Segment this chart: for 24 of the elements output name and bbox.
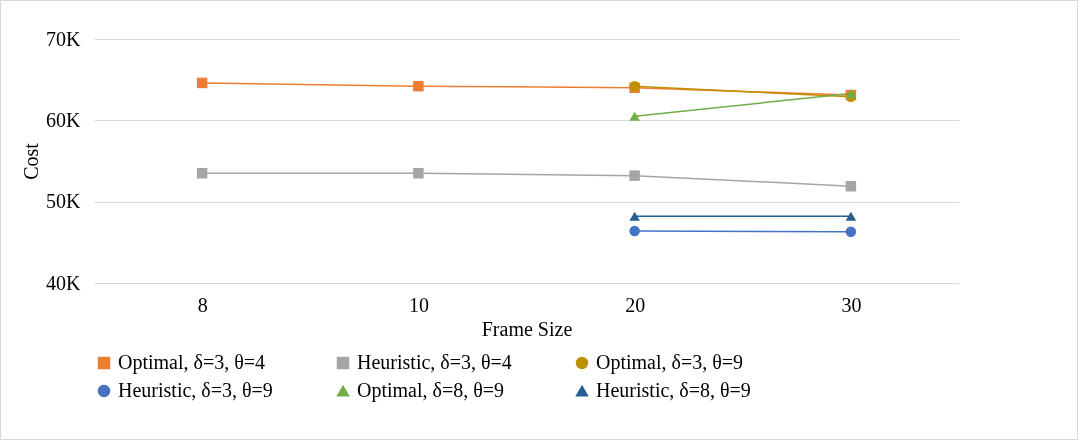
y-tick-label: 40K: [46, 271, 82, 294]
x-tick-label: 30: [841, 293, 862, 316]
legend-label: Heuristic, δ=3, θ=9: [118, 379, 273, 401]
point: [629, 170, 640, 181]
y-tick-label: 50K: [46, 190, 82, 213]
point: [845, 180, 857, 192]
y-tick-label: 60K: [46, 108, 82, 131]
point: [413, 80, 424, 92]
legend-label: Heuristic, δ=3, θ=4: [357, 351, 512, 373]
point: [196, 167, 208, 179]
legend-label: Heuristic, δ=8, θ=9: [596, 379, 751, 401]
y-tick-label: 70K: [46, 27, 82, 50]
point: [413, 167, 424, 179]
legend-label: Optimal, δ=8, θ=9: [357, 379, 505, 402]
legend-label: Optimal, δ=3, θ=9: [596, 351, 744, 374]
x-tick-label: 20: [625, 293, 646, 316]
x-axis-title: Frame Size: [481, 317, 573, 340]
point: [845, 226, 857, 237]
x-tick-label: 8: [197, 293, 208, 316]
x-tick-label: 10: [408, 293, 429, 316]
point: [629, 225, 640, 237]
point: [196, 77, 208, 89]
y-axis-title: Cost: [20, 142, 43, 180]
legend-label: Optimal, δ=3, θ=4: [118, 351, 266, 374]
